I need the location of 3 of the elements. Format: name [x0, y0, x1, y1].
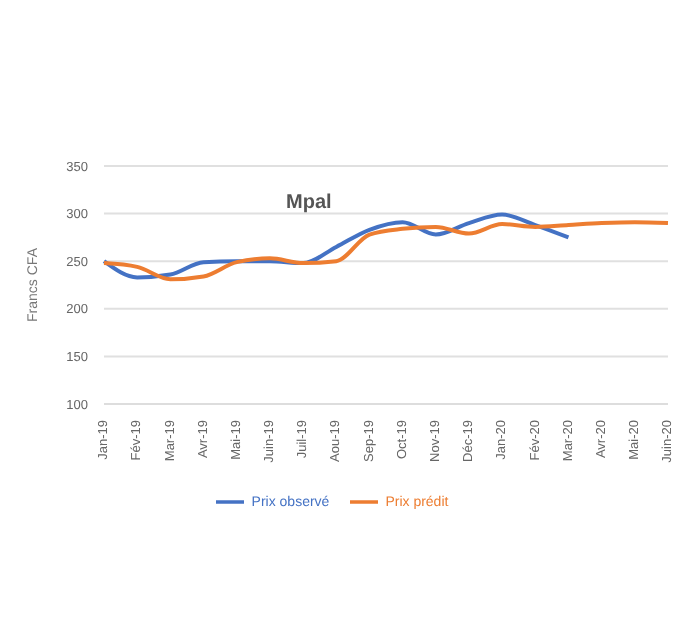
line-series: [102, 212, 571, 280]
text: Mpal: [286, 192, 332, 214]
line-series: [102, 220, 670, 282]
